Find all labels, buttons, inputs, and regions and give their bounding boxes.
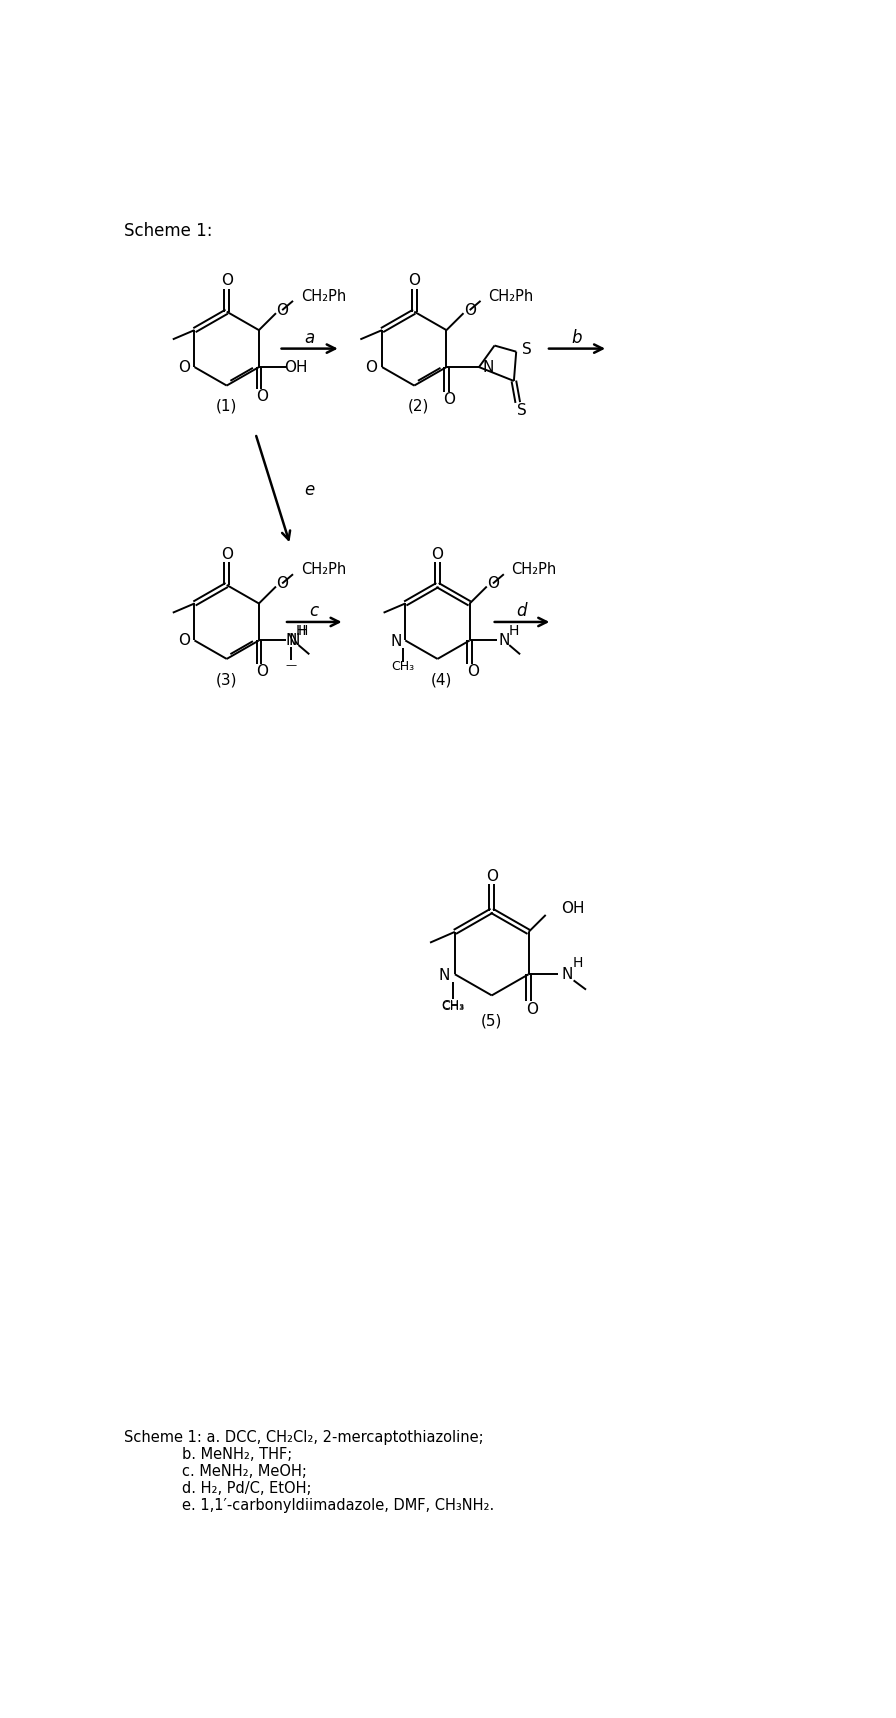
Text: (4): (4) <box>431 672 452 687</box>
Text: b. MeNH₂, THF;: b. MeNH₂, THF; <box>182 1447 292 1462</box>
Text: O: O <box>444 392 455 407</box>
Text: c: c <box>310 603 319 620</box>
Text: O: O <box>220 273 233 289</box>
Text: c. MeNH₂, MeOH;: c. MeNH₂, MeOH; <box>182 1464 306 1479</box>
Text: e. 1,1′-carbonyldiimadazole, DMF, CH₃NH₂.: e. 1,1′-carbonyldiimadazole, DMF, CH₃NH₂… <box>182 1498 494 1514</box>
Text: b: b <box>572 328 582 347</box>
Text: O: O <box>467 663 478 679</box>
Text: S: S <box>517 402 527 417</box>
Text: H: H <box>297 624 308 637</box>
Text: a: a <box>305 328 314 347</box>
Text: e: e <box>305 481 314 498</box>
Text: (5): (5) <box>481 1014 503 1029</box>
Text: O: O <box>464 302 476 318</box>
Text: OH: OH <box>561 902 585 916</box>
Text: O: O <box>409 273 420 289</box>
Text: H: H <box>296 624 306 637</box>
Text: H: H <box>509 624 519 637</box>
Text: N: N <box>499 632 511 648</box>
Text: N: N <box>289 632 299 648</box>
Text: N: N <box>483 359 495 375</box>
Text: O: O <box>432 546 444 562</box>
Text: O: O <box>256 663 268 679</box>
Text: OH: OH <box>284 359 308 375</box>
Text: CH₂Ph: CH₂Ph <box>301 289 346 304</box>
Text: —: — <box>286 660 297 670</box>
Text: d. H₂, Pd/C, EtOH;: d. H₂, Pd/C, EtOH; <box>182 1481 311 1496</box>
Text: N: N <box>390 634 401 649</box>
Text: d: d <box>517 603 527 620</box>
Text: O: O <box>526 1002 538 1017</box>
Text: O: O <box>220 546 233 562</box>
Text: CH₂Ph: CH₂Ph <box>488 289 533 304</box>
Text: CH₃: CH₃ <box>441 998 464 1012</box>
Text: CH₃: CH₃ <box>392 660 415 673</box>
Text: O: O <box>256 388 268 404</box>
Text: N: N <box>562 967 573 981</box>
Text: CH₂Ph: CH₂Ph <box>512 562 556 577</box>
Text: CH₃: CH₃ <box>441 1000 464 1014</box>
Text: O: O <box>276 302 289 318</box>
Text: (1): (1) <box>216 399 237 414</box>
Text: O: O <box>487 576 499 591</box>
Text: H: H <box>573 957 583 971</box>
Text: (2): (2) <box>408 399 429 414</box>
Text: O: O <box>177 359 190 375</box>
Text: O: O <box>177 632 190 648</box>
Text: Scheme 1: a. DCC, CH₂Cl₂, 2-mercaptothiazoline;: Scheme 1: a. DCC, CH₂Cl₂, 2-mercaptothia… <box>124 1431 483 1445</box>
Text: CH₂Ph: CH₂Ph <box>301 562 346 577</box>
Text: S: S <box>522 342 532 357</box>
Text: O: O <box>276 576 289 591</box>
Text: N: N <box>286 632 297 648</box>
Text: N: N <box>439 969 450 983</box>
Text: O: O <box>486 869 498 883</box>
Text: Scheme 1:: Scheme 1: <box>124 222 212 239</box>
Text: (3): (3) <box>216 672 237 687</box>
Text: O: O <box>366 359 377 375</box>
